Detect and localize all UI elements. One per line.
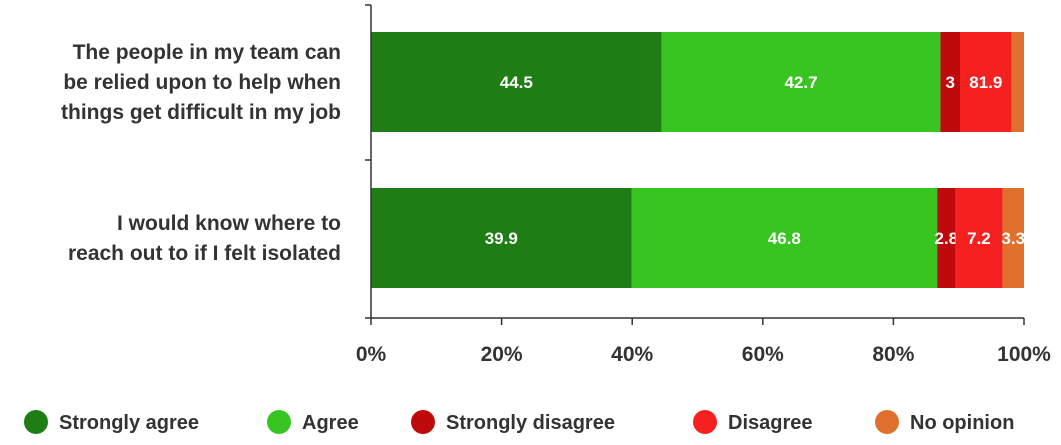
bar-segment [1002, 188, 1024, 288]
legend-swatch-icon [693, 410, 717, 434]
legend-item: Agree [267, 410, 359, 434]
data-label: 46.8 [768, 229, 801, 248]
bar-segment [937, 188, 956, 288]
legend: Strongly agree Agree Strongly disagree Disa… [24, 410, 1014, 434]
category-label: be relied upon to help when [63, 71, 341, 94]
data-label: 2.8 [934, 229, 958, 248]
category-label: I would know where to [117, 212, 341, 235]
axes-layer: The people in my team can be relied upon … [61, 4, 1051, 366]
legend-item: Strongly disagree [411, 410, 615, 434]
legend-swatch-icon [411, 410, 435, 434]
x-tick-label: 0% [356, 343, 387, 366]
bar-segment [631, 188, 938, 288]
data-label: 81.9 [969, 73, 1002, 92]
category-label: things get difficult in my job [61, 101, 341, 124]
data-label: 7.2 [967, 229, 991, 248]
legend-label: Strongly agree [59, 412, 199, 434]
data-label: 3.3 [1001, 229, 1025, 248]
bar-segment [960, 32, 1012, 132]
category-label: reach out to if I felt isolated [68, 242, 341, 265]
legend-item: Strongly agree [24, 410, 199, 434]
legend-swatch-icon [875, 410, 899, 434]
data-label: 3 [945, 73, 954, 92]
data-label: 39.9 [485, 229, 518, 248]
x-tick-label: 40% [611, 343, 653, 366]
category-label: The people in my team can [73, 41, 341, 64]
bar-segment [955, 188, 1003, 288]
data-label: 42.7 [784, 73, 817, 92]
bar-segment [371, 32, 662, 132]
bar-segment [371, 188, 632, 288]
legend-label: Agree [302, 412, 359, 434]
bar-segment [1011, 32, 1024, 132]
bars-layer: 44.5 42.7 3 81.9 39.9 46.8 2.8 7.2 3.3 [371, 32, 1025, 288]
x-tick-label: 20% [481, 343, 523, 366]
legend-item: Disagree [693, 410, 813, 434]
x-tick-label: 100% [997, 343, 1051, 366]
bar-segment [661, 32, 941, 132]
legend-item: No opinion [875, 410, 1014, 434]
bar-segment [940, 32, 961, 132]
legend-swatch-icon [24, 410, 48, 434]
legend-label: No opinion [910, 412, 1014, 434]
legend-label: Disagree [728, 412, 813, 434]
legend-swatch-icon [267, 410, 291, 434]
data-label: 44.5 [500, 73, 533, 92]
x-tick-label: 80% [872, 343, 914, 366]
x-tick-label: 60% [742, 343, 784, 366]
legend-label: Strongly disagree [446, 412, 615, 434]
